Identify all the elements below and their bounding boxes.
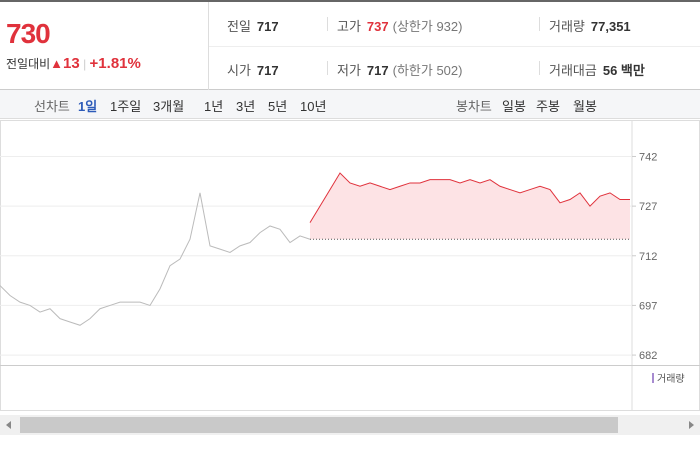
divider bbox=[539, 61, 540, 75]
tab[interactable]: 1년 bbox=[204, 99, 224, 114]
stat-label: 시가 bbox=[227, 63, 251, 78]
tab[interactable]: 1일 bbox=[78, 99, 98, 114]
stat: 거래량 77,351 bbox=[549, 16, 631, 35]
tab[interactable]: 1주일 bbox=[110, 99, 142, 114]
area-fill bbox=[310, 173, 630, 240]
stat-label: 전일 bbox=[227, 19, 251, 34]
stats-row: 시가 717 저가 717 (하한가 502) 거래대금 56 백만 bbox=[209, 46, 700, 90]
tab-group-label: 선차트 bbox=[34, 99, 70, 114]
tab[interactable]: 10년 bbox=[300, 99, 327, 114]
tab[interactable]: 3개월 bbox=[153, 99, 185, 114]
y-tick-label: 682 bbox=[639, 350, 657, 362]
change: 전일대비▲13 | +1.81% bbox=[6, 55, 141, 72]
stat-sub: (상한가 932) bbox=[392, 19, 463, 34]
price-box: 730 전일대비▲13 | +1.81% bbox=[0, 2, 209, 90]
price: 730 bbox=[6, 18, 51, 49]
stat-label: 저가 bbox=[337, 63, 361, 78]
y-tick-label: 712 bbox=[639, 251, 657, 263]
stat-value: 717 bbox=[256, 63, 279, 78]
y-tick-label: 742 bbox=[639, 151, 657, 163]
divider bbox=[539, 17, 540, 31]
arrow: ▲ bbox=[50, 56, 64, 71]
tab[interactable]: 5년 bbox=[268, 99, 288, 114]
divider bbox=[327, 17, 328, 31]
y-tick-label: 697 bbox=[639, 300, 657, 312]
stat-value: 737 bbox=[366, 19, 389, 34]
tab-group-label: 봉차트 bbox=[456, 99, 492, 114]
quote-header: 730 전일대비▲13 | +1.81% 전일 717 고가 737 (상한가 932)… bbox=[0, 0, 700, 90]
tab[interactable]: 주봉 bbox=[536, 99, 560, 114]
stat-value: 56 백만 bbox=[602, 63, 645, 78]
change-label: 전일대비 bbox=[6, 57, 51, 71]
stat-value: 717 bbox=[366, 63, 389, 78]
scroll-left[interactable] bbox=[6, 421, 11, 429]
stat-label: 거래량 bbox=[549, 19, 585, 34]
stat: 거래대금 56 백만 bbox=[549, 60, 645, 79]
plot-frame bbox=[0, 120, 700, 411]
tab[interactable]: 일봉 bbox=[502, 99, 526, 114]
stat: 저가 717 (하한가 502) bbox=[337, 60, 462, 79]
stat-sub: (하한가 502) bbox=[392, 63, 463, 78]
stats-row: 전일 717 고가 737 (상한가 932) 거래량 77,351 bbox=[209, 2, 700, 47]
stat-label: 거래대금 bbox=[549, 63, 597, 78]
change-pct: +1.81% bbox=[89, 55, 141, 72]
y-tick-label: 727 bbox=[639, 201, 657, 213]
price-line bbox=[0, 192, 311, 326]
scroll-right[interactable] bbox=[689, 421, 694, 429]
stat-value: 717 bbox=[256, 19, 279, 34]
scrollbar-thumb[interactable] bbox=[20, 417, 618, 433]
price-line bbox=[309, 172, 630, 223]
volume-legend-swatch bbox=[652, 373, 654, 383]
tab[interactable]: 3년 bbox=[236, 99, 256, 114]
stat: 시가 717 bbox=[227, 60, 279, 79]
divider bbox=[327, 61, 328, 75]
stat-value: 77,351 bbox=[590, 19, 631, 34]
volume-legend: 거래량 bbox=[657, 373, 685, 385]
change-value: 13 bbox=[63, 55, 80, 72]
stat-label: 고가 bbox=[337, 19, 361, 34]
stat: 전일 717 bbox=[227, 16, 279, 35]
tab[interactable]: 월봉 bbox=[573, 99, 597, 114]
stat: 고가 737 (상한가 932) bbox=[337, 16, 462, 35]
period-tabs: 선차트 1일 1주일 3개월 1년 3년 5년 10년 봉차트 일봉 주봉 월봉 bbox=[0, 90, 700, 119]
